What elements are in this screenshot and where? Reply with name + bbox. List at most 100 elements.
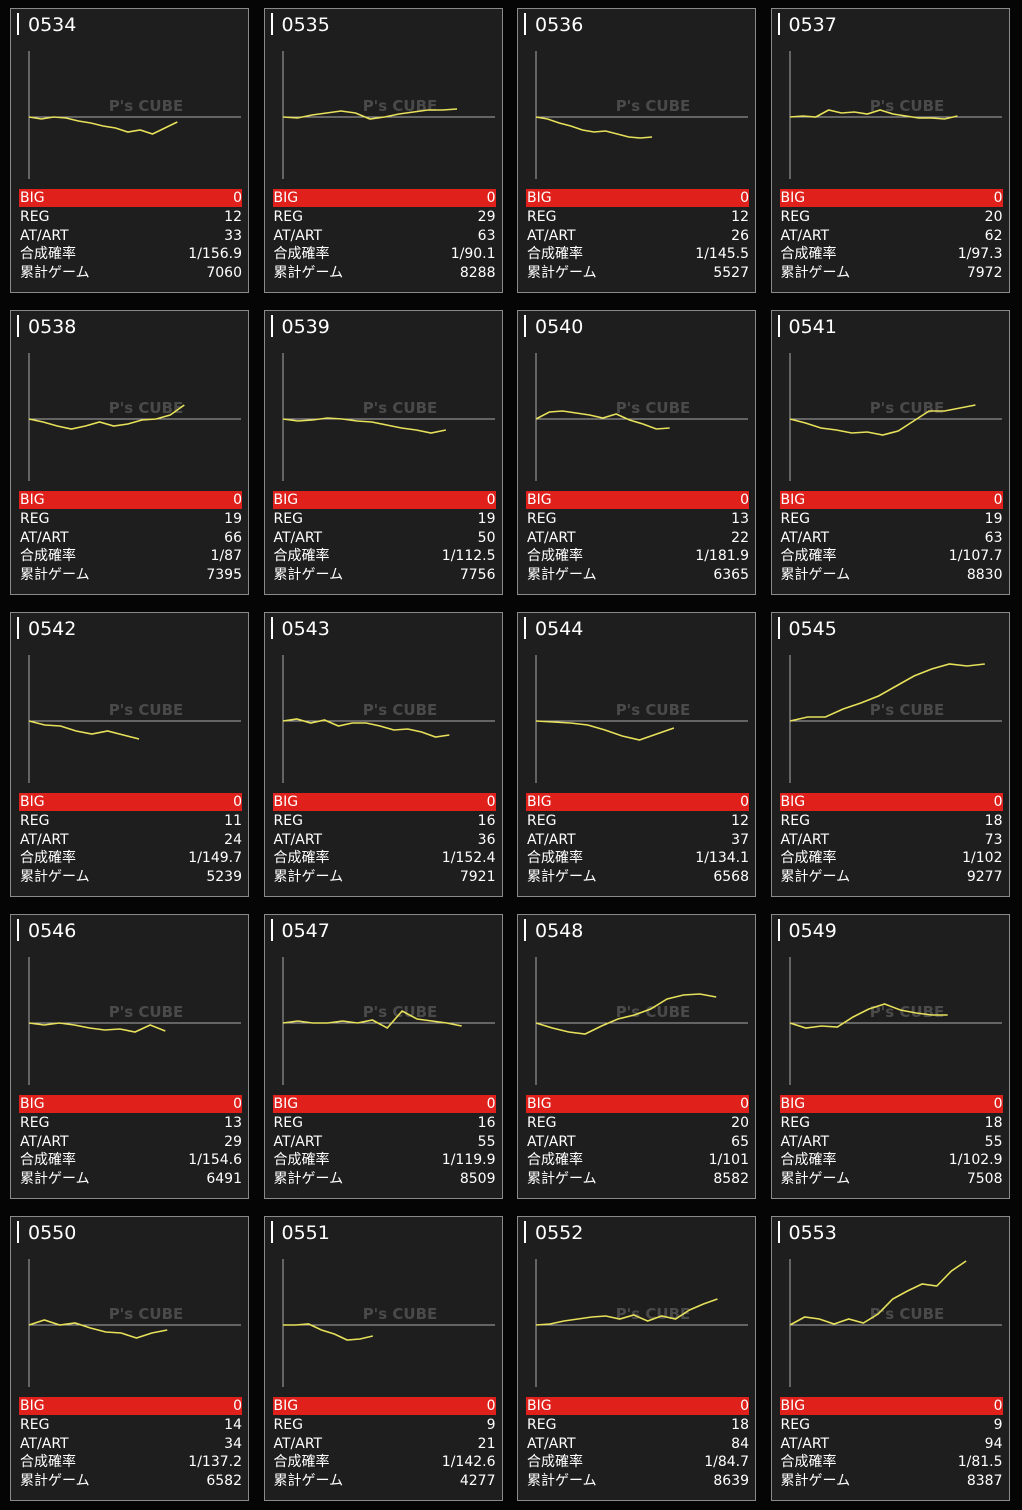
title-bar: [524, 617, 526, 639]
stat-value: 33: [224, 227, 242, 244]
stat-row: AT/ART 26: [526, 227, 749, 245]
machine-number: 0550: [28, 1222, 77, 1244]
stat-value: 1/102: [962, 850, 1003, 866]
watermark: P's CUBE: [109, 1305, 184, 1323]
stat-row: BIG 0: [272, 1397, 496, 1415]
title-bar: [524, 919, 526, 941]
stat-row: AT/ART 55: [273, 1133, 496, 1151]
stat-label: AT/ART: [20, 529, 69, 546]
graph: P's CUBE: [282, 51, 495, 179]
stat-row: BIG 0: [779, 189, 1003, 207]
stat-row: AT/ART 84: [526, 1435, 749, 1453]
stat-label: 累計ゲーム: [780, 1472, 851, 1489]
stat-row: 累計ゲーム 5527: [526, 264, 749, 282]
machine-number: 0541: [788, 316, 837, 338]
stat-value: 8830: [966, 566, 1003, 583]
stat-value: 1/90.1: [450, 246, 496, 262]
machine-number: 0543: [281, 618, 330, 640]
watermark: P's CUBE: [616, 97, 691, 115]
stat-label: 累計ゲーム: [20, 1170, 90, 1187]
stat-row: 累計ゲーム 9277: [780, 868, 1003, 886]
title-bar: [270, 315, 273, 337]
machine-card: 0540 P's CUBE BIG 0 REG 13 AT/ART 22 合成確率 1/181.9…: [517, 310, 756, 595]
stat-row: 合成確率 1/149.7: [19, 849, 242, 867]
stat-value: 0: [740, 492, 749, 508]
stat-row: AT/ART 63: [780, 529, 1003, 547]
machine-card: 0552 P's CUBE BIG 0 REG 18 AT/ART 84 合成確率 1/84.7 累…: [517, 1216, 756, 1501]
stat-label: BIG: [20, 794, 45, 810]
graph-line: [282, 1323, 373, 1341]
title-bar: [777, 1221, 780, 1243]
stat-value: 6491: [206, 1170, 242, 1187]
stat-label: 合成確率: [780, 1454, 837, 1470]
machine-number: 0548: [535, 920, 584, 942]
title-bar: [17, 1221, 19, 1243]
stat-label: 合成確率: [527, 850, 583, 866]
graph: P's CUBE: [789, 655, 1002, 783]
stat-row: REG 9: [780, 1416, 1003, 1434]
graph-line: [789, 404, 976, 436]
graph-line: [535, 1298, 718, 1326]
stat-value: 6568: [713, 868, 749, 885]
stat-label: 累計ゲーム: [780, 566, 851, 583]
machine-card: 0541 P's CUBE BIG 0 REG 19 AT/ART 63 合成確率 1/107.7…: [770, 310, 1010, 595]
stat-value: 9: [993, 1417, 1003, 1433]
graph: P's CUBE: [28, 655, 241, 783]
stat-value: 8288: [459, 264, 496, 281]
graph: P's CUBE: [789, 957, 1002, 1085]
stat-row: 合成確率 1/102: [780, 849, 1003, 867]
stat-row: 累計ゲーム 5239: [19, 868, 242, 886]
title-bar: [524, 315, 526, 337]
stat-value: 18: [731, 1417, 749, 1433]
graph: P's CUBE: [282, 1259, 495, 1387]
stat-label: 累計ゲーム: [20, 264, 90, 281]
stat-row: AT/ART 24: [19, 831, 242, 849]
stat-row: AT/ART 37: [526, 831, 749, 849]
watermark: P's CUBE: [109, 701, 184, 719]
machine-number: 0551: [281, 1222, 330, 1244]
stat-label: REG: [273, 813, 303, 829]
graph: P's CUBE: [535, 655, 748, 783]
stat-value: 34: [224, 1435, 242, 1452]
stat-label: BIG: [780, 190, 806, 206]
machine-card: 0543 P's CUBE BIG 0 REG 16 AT/ART 36 合成確率 1/152.4…: [263, 612, 503, 897]
stat-row: 合成確率 1/119.9: [273, 1151, 496, 1169]
stat-value: 11: [224, 813, 242, 829]
stat-value: 21: [477, 1435, 496, 1452]
stat-label: REG: [20, 1115, 50, 1131]
stat-value: 18: [984, 813, 1003, 829]
machine-card: 0539 P's CUBE BIG 0 REG 19 AT/ART 50 合成確率 1/112.5…: [263, 310, 503, 595]
stat-row: REG 12: [526, 812, 749, 830]
title-bar: [524, 13, 526, 35]
graph-line: [282, 718, 449, 738]
stat-row: AT/ART 65: [526, 1133, 749, 1151]
stat-row: 累計ゲーム 4277: [273, 1472, 496, 1490]
graph-line: [282, 417, 446, 434]
stat-row: AT/ART 50: [273, 529, 496, 547]
stat-value: 7756: [459, 566, 496, 583]
graph-line: [535, 993, 717, 1035]
stat-value: 1/156.9: [188, 246, 242, 262]
stat-label: 累計ゲーム: [527, 1170, 597, 1187]
stat-row: AT/ART 73: [780, 831, 1003, 849]
graph: P's CUBE: [282, 957, 495, 1085]
stat-row: BIG 0: [19, 1397, 242, 1415]
title-bar: [270, 617, 273, 639]
stat-row: BIG 0: [526, 491, 749, 509]
stat-row: 累計ゲーム 6582: [19, 1472, 242, 1490]
stat-label: BIG: [20, 492, 45, 508]
stat-value: 13: [731, 511, 749, 527]
stat-label: AT/ART: [527, 529, 576, 546]
stat-value: 1/81.5: [957, 1454, 1003, 1470]
title-bar: [270, 919, 273, 941]
title-bar: [270, 1221, 273, 1243]
stat-row: REG 18: [526, 1416, 749, 1434]
stat-row: 合成確率 1/84.7: [526, 1453, 749, 1471]
stat-row: 累計ゲーム 6491: [19, 1170, 242, 1188]
machine-number: 0553: [788, 1222, 837, 1244]
stat-value: 8387: [966, 1472, 1003, 1489]
stat-label: AT/ART: [527, 1435, 576, 1452]
stat-label: 合成確率: [780, 1152, 837, 1168]
stat-label: 累計ゲーム: [273, 1170, 344, 1187]
stat-row: 累計ゲーム 7972: [780, 264, 1003, 282]
